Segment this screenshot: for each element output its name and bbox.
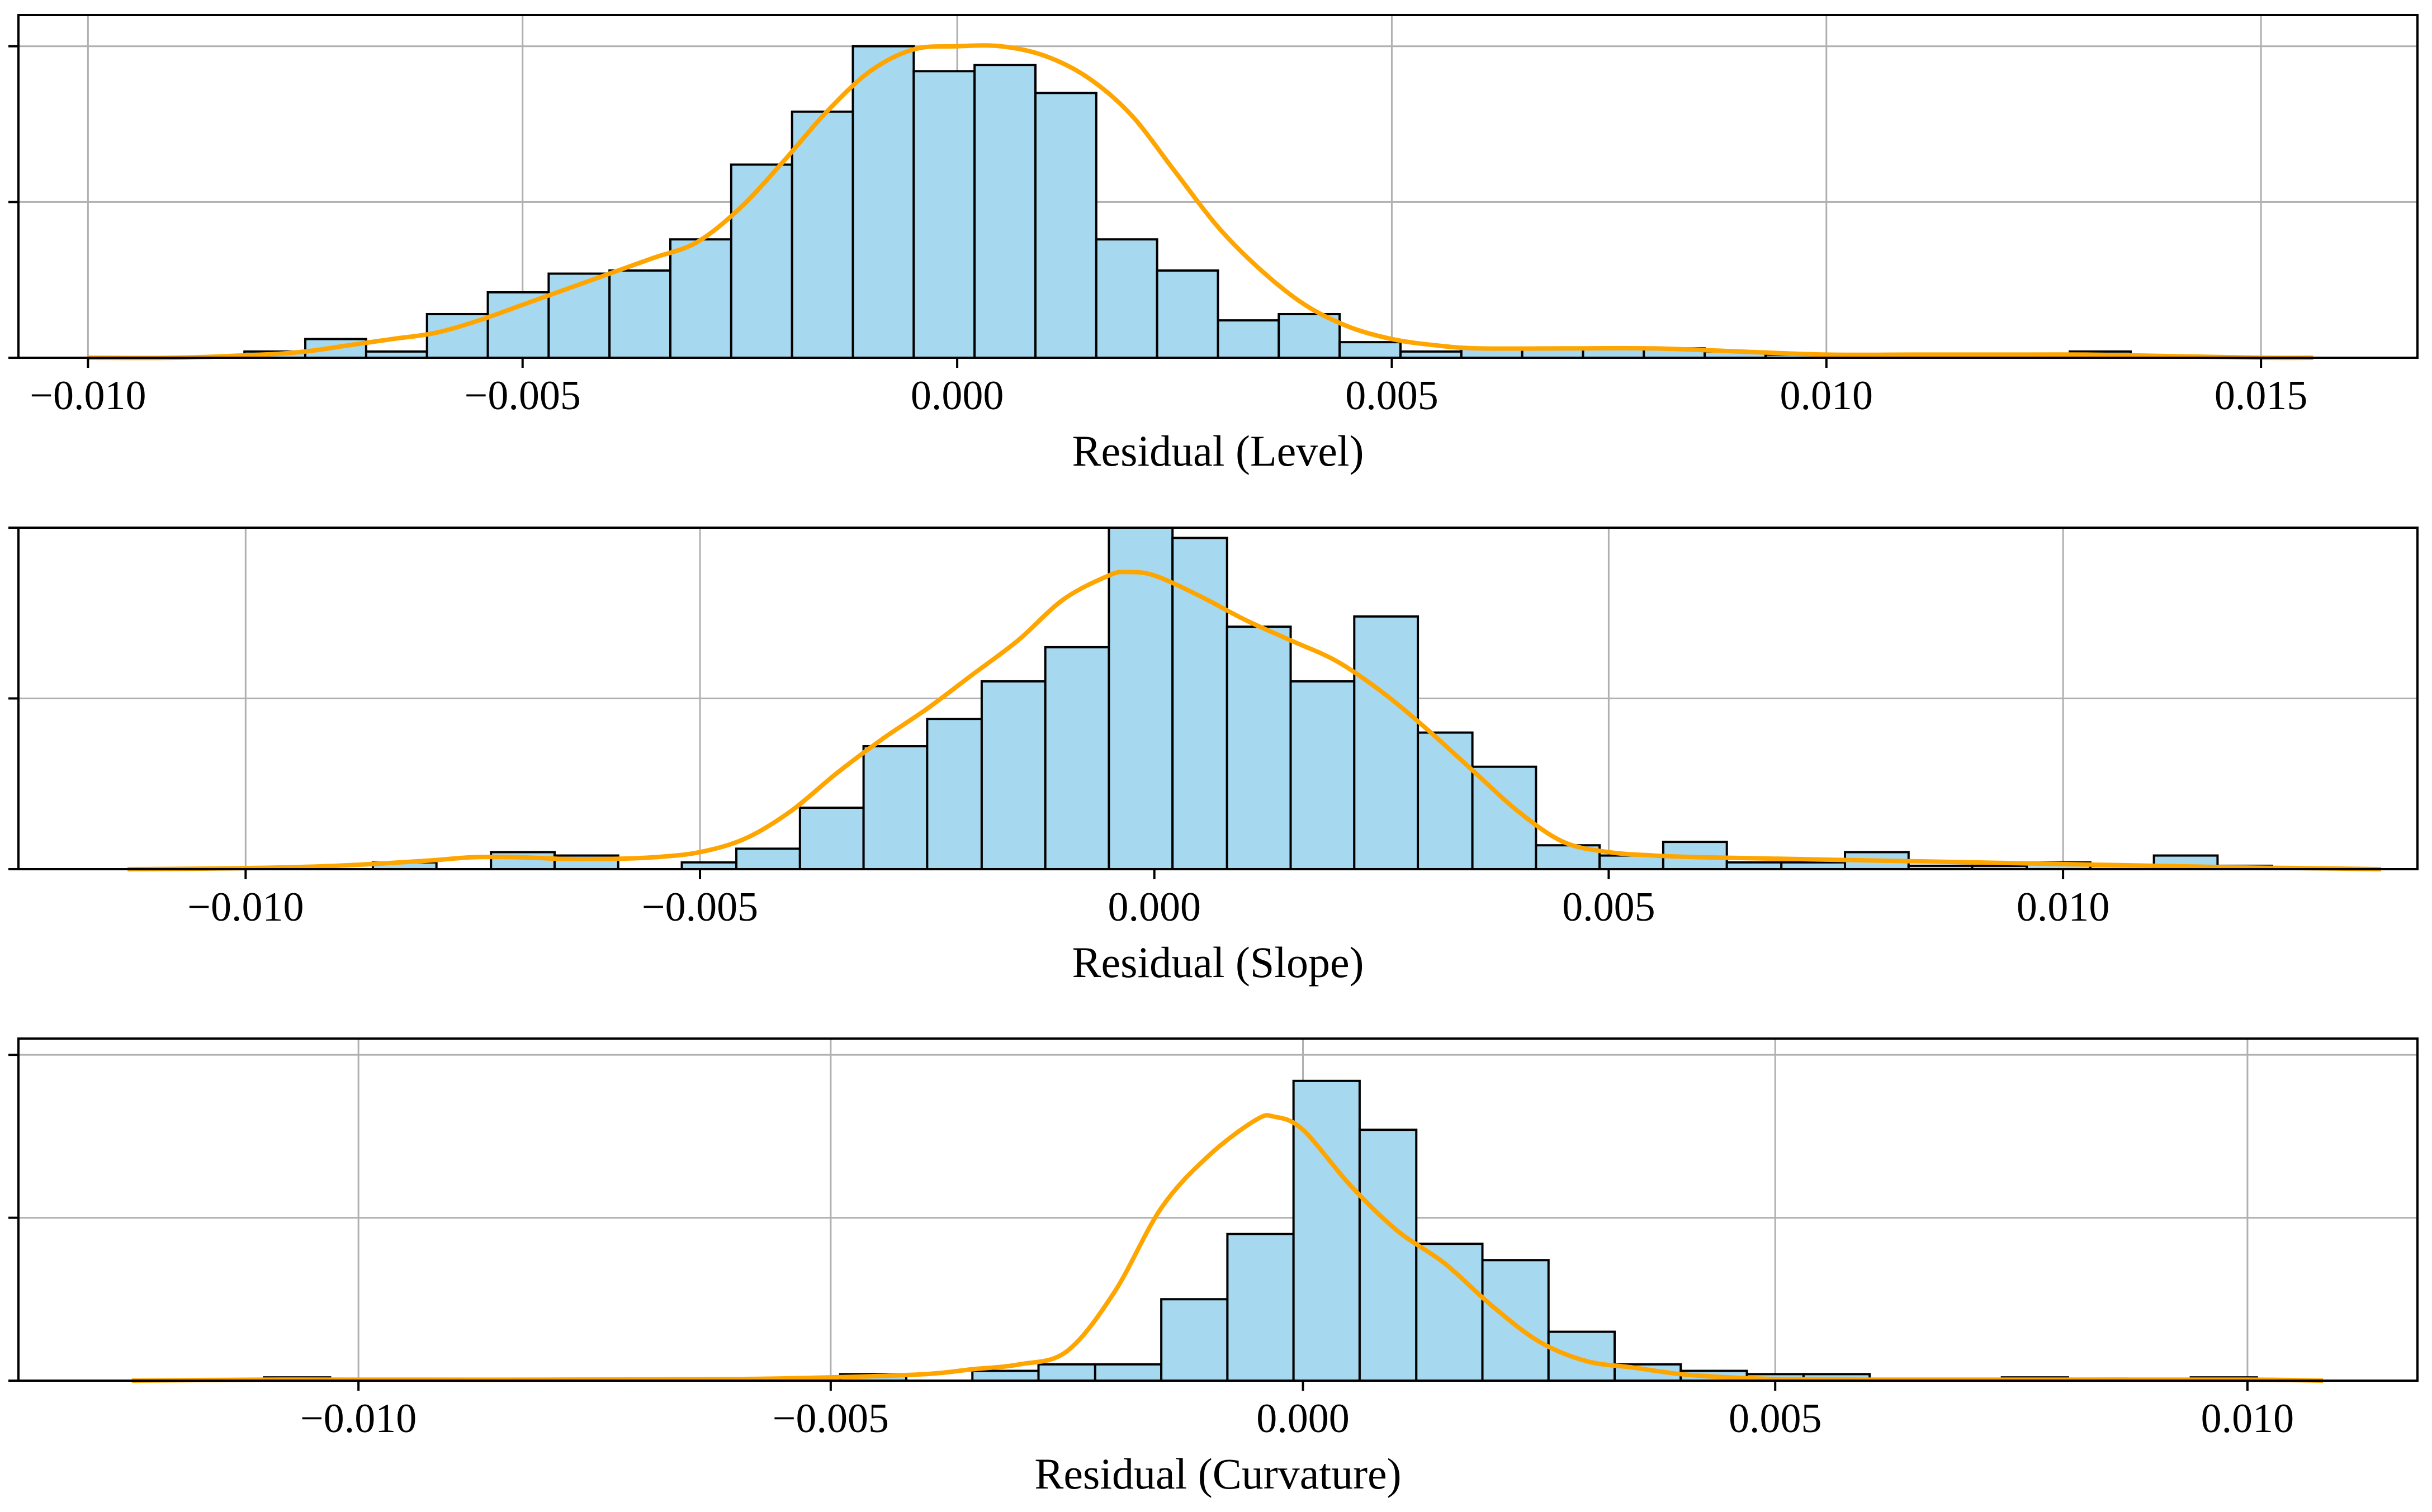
histogram-bar <box>1353 615 1420 870</box>
x-tick-label: −0.005 <box>773 1396 889 1442</box>
histogram-bar <box>1358 1129 1418 1382</box>
x-tick-label: 0.010 <box>2201 1396 2294 1442</box>
histogram-bar <box>862 745 929 871</box>
histogram-bar <box>971 1369 1040 1382</box>
histogram-bars <box>243 45 2132 359</box>
histogram-bar <box>1108 527 1174 870</box>
x-axis-label: Residual (Level) <box>1072 426 1364 475</box>
histogram-bar <box>973 64 1037 359</box>
histogram-panel-level: −0.010 −0.005 0.000 0.005 0.010 0.015 Residual… <box>8 14 2419 475</box>
kde-curve <box>131 1113 2324 1383</box>
x-tick-label: 0.000 <box>1108 884 1201 930</box>
histogram-bar <box>730 163 793 359</box>
x-tick-label: −0.010 <box>187 884 304 930</box>
x-tick-label: 0.000 <box>911 373 1004 419</box>
histogram-bar <box>1481 1259 1550 1382</box>
histogram-bar <box>912 70 976 359</box>
histogram-bar <box>1289 680 1356 870</box>
histogram-bar <box>490 851 556 870</box>
x-tick-label: 0.005 <box>1729 1396 1822 1442</box>
histogram-bar <box>1217 319 1280 359</box>
histogram-bar <box>1417 731 1474 870</box>
x-tick-label: −0.005 <box>465 373 581 419</box>
kde-curve <box>127 570 2382 871</box>
histogram-bar <box>1094 1363 1163 1382</box>
histogram-bar <box>547 272 611 359</box>
x-axis-label: Residual (Curvature) <box>1034 1449 1401 1498</box>
plot-frame <box>17 1037 2419 1382</box>
histogram-bars <box>263 1079 2258 1382</box>
x-tick-label: −0.005 <box>642 884 758 930</box>
histogram-bar <box>1226 625 1292 870</box>
histogram-bar <box>1037 1363 1096 1382</box>
histogram-bar <box>1292 1079 1361 1382</box>
x-tick-label: 0.010 <box>1780 373 1873 419</box>
kde-curve <box>88 43 2313 361</box>
histogram-bar <box>1226 1233 1295 1382</box>
x-tick-label: −0.010 <box>300 1396 417 1442</box>
histogram-panel-slope: −0.010 −0.005 0.000 0.005 0.010 Residual (Slo… <box>8 527 2419 987</box>
histogram-bar <box>486 291 550 359</box>
x-tick-label: 0.000 <box>1256 1396 1350 1442</box>
plot-frame <box>17 14 2419 359</box>
histogram-panel-curvature: −0.010 −0.005 0.000 0.005 0.010 Residual (Cur… <box>8 1037 2419 1498</box>
histogram-bar <box>1044 646 1110 870</box>
histogram-bar <box>1160 1298 1229 1382</box>
x-tick-label: 0.005 <box>1562 884 1655 930</box>
x-tick-label: 0.010 <box>2017 884 2110 930</box>
histogram-bar <box>798 807 865 871</box>
histogram-bar <box>926 718 983 871</box>
histogram-bar <box>1034 92 1097 359</box>
histogram-bars <box>371 527 2273 871</box>
histogram-bar <box>1338 341 1402 359</box>
x-tick-label: −0.010 <box>30 373 146 419</box>
histogram-bar <box>735 847 801 870</box>
histogram-bar <box>980 680 1047 870</box>
histogram-bar <box>1095 238 1158 359</box>
x-tick-label: 0.015 <box>2215 373 2308 419</box>
histogram-bar <box>669 238 732 359</box>
histogram-bar <box>1156 269 1219 359</box>
histogram-bar <box>1277 312 1341 359</box>
x-axis-label: Residual (Slope) <box>1072 938 1364 987</box>
x-tick-label: 0.005 <box>1345 373 1439 419</box>
histogram-bar <box>791 110 854 359</box>
histogram-bar <box>608 269 672 359</box>
histogram-bar <box>851 45 915 359</box>
histogram-bar <box>1547 1330 1616 1382</box>
histogram-bar <box>1171 537 1228 870</box>
